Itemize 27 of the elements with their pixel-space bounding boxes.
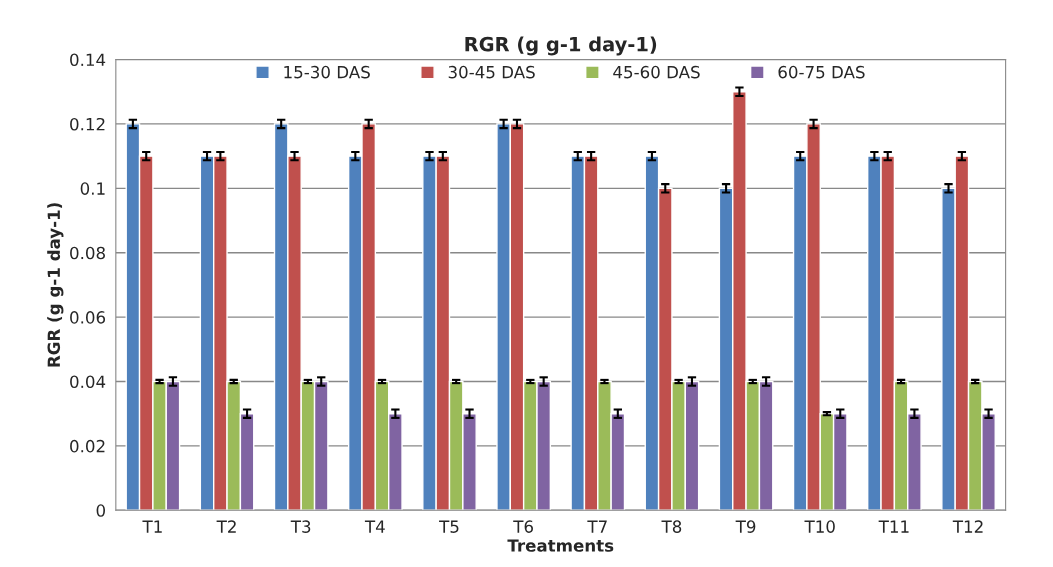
x-tick-label: T1 — [142, 520, 162, 533]
y-tick-label: 0.04 — [70, 375, 106, 389]
legend-label: 45-60 DAS — [613, 65, 700, 79]
chart-title: RGR (g g-1 day-1) — [465, 36, 657, 56]
y-tick-label: 0.06 — [70, 311, 106, 324]
y-tick-label: 0.1 — [80, 182, 105, 195]
y-axis-title: RGR (g g-1 day-1) — [47, 203, 64, 367]
x-tick-label: T3 — [290, 520, 311, 533]
y-tick-label: 0.14 — [70, 53, 106, 67]
x-tick-label: T9 — [735, 520, 756, 533]
y-tick-label: 0.12 — [70, 117, 105, 131]
y-tick-label: 0.08 — [70, 246, 105, 260]
legend-label: 60-75 DAS — [778, 65, 865, 79]
x-tick-label: T4 — [364, 520, 385, 533]
x-tick-label: T10 — [804, 520, 835, 533]
x-tick-label: T6 — [513, 520, 533, 533]
x-tick-label: T8 — [661, 520, 682, 533]
legend-label: 15-30 DAS — [284, 65, 370, 79]
y-tick-label: 0.02 — [70, 439, 105, 453]
x-tick-label: T11 — [878, 520, 909, 533]
x-tick-label: T2 — [216, 520, 236, 533]
legend-label: 30-45 DAS — [448, 65, 535, 79]
x-tick-label: T5 — [439, 520, 459, 533]
x-tick-label: T7 — [587, 520, 607, 533]
x-tick-label: T12 — [952, 520, 983, 533]
x-axis-title: Treatments — [507, 539, 614, 552]
y-tick-label: 0 — [96, 504, 105, 517]
